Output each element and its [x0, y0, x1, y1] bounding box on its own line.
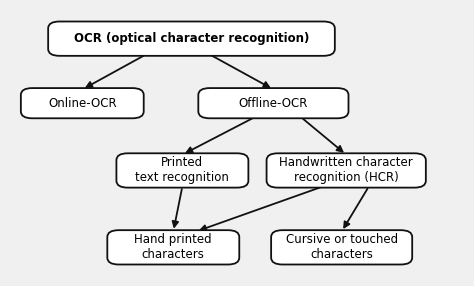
Text: OCR (optical character recognition): OCR (optical character recognition) [74, 32, 309, 45]
FancyBboxPatch shape [117, 153, 248, 188]
Text: Printed
text recognition: Printed text recognition [136, 156, 229, 184]
FancyBboxPatch shape [198, 88, 348, 118]
Text: Online-OCR: Online-OCR [48, 97, 117, 110]
Text: Cursive or touched
characters: Cursive or touched characters [286, 233, 398, 261]
FancyBboxPatch shape [271, 230, 412, 265]
FancyBboxPatch shape [107, 230, 239, 265]
Text: Offline-OCR: Offline-OCR [239, 97, 308, 110]
FancyBboxPatch shape [48, 21, 335, 56]
FancyBboxPatch shape [21, 88, 144, 118]
Text: Handwritten character
recognition (HCR): Handwritten character recognition (HCR) [279, 156, 413, 184]
FancyBboxPatch shape [266, 153, 426, 188]
Text: Hand printed
characters: Hand printed characters [135, 233, 212, 261]
